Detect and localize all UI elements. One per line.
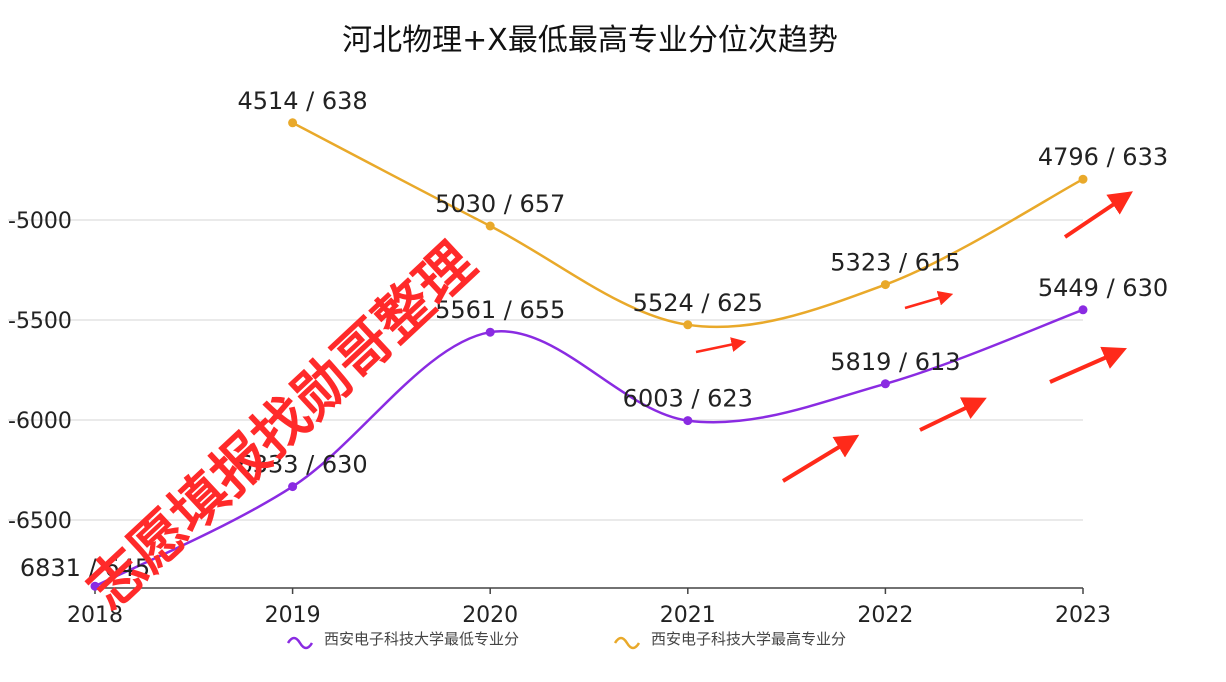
data-label: 4514 / 638 [237, 87, 367, 115]
data-point [1078, 305, 1088, 315]
data-label: 5449 / 630 [1038, 274, 1168, 302]
y-tick-label: -6500 [8, 509, 72, 534]
x-tick-label: 2018 [67, 603, 123, 628]
data-point [288, 482, 298, 492]
watermark-text: 志愿填报找勋哥整理 [75, 230, 489, 622]
data-label: 5323 / 615 [830, 249, 960, 277]
data-point [880, 379, 890, 389]
legend-label: 西安电子科技大学最低专业分 [324, 630, 519, 648]
data-label: 5561 / 655 [435, 296, 565, 324]
data-point [288, 118, 298, 128]
legend-swatch [613, 636, 641, 650]
trend-arrow [781, 434, 860, 483]
data-label: 4796 / 633 [1038, 143, 1168, 171]
x-tick-label: 2020 [462, 603, 518, 628]
series-lines [90, 118, 1088, 591]
trend-arrow [919, 397, 987, 432]
data-point [1078, 174, 1088, 184]
x-axis-ticks: 2018 2019 2020 2021 2022 2023 [67, 587, 1111, 628]
data-point [485, 221, 495, 231]
data-point [880, 280, 890, 290]
y-tick-label: -6000 [8, 409, 72, 434]
x-tick-label: 2023 [1055, 603, 1111, 628]
legend-label: 西安电子科技大学最高专业分 [651, 630, 846, 648]
legend[interactable]: 西安电子科技大学最低专业分 西安电子科技大学最高专业分 [286, 630, 846, 650]
data-label: 6003 / 623 [623, 385, 753, 413]
x-tick-label: 2021 [660, 603, 716, 628]
y-tick-label: -5500 [8, 309, 72, 334]
data-point [485, 327, 495, 337]
x-tick-label: 2022 [857, 603, 913, 628]
data-point [683, 416, 693, 426]
y-tick-label: -5000 [8, 209, 72, 234]
legend-item-0[interactable]: 西安电子科技大学最低专业分 [286, 630, 519, 650]
data-label: 5524 / 625 [633, 289, 763, 317]
data-label: 6333 / 630 [237, 451, 367, 479]
trend-arrow [1049, 346, 1127, 384]
data-label: 5819 / 613 [830, 348, 960, 376]
grid-lines [8, 219, 1083, 521]
data-label: 6831 / 645 [20, 554, 150, 582]
chart-title: 河北物理+X最低最高专业分位次趋势 [342, 23, 838, 58]
data-point [90, 581, 100, 591]
trend-arrow [904, 290, 954, 310]
trend-arrow [1063, 191, 1133, 239]
data-point [683, 320, 693, 330]
watermark: 志愿填报找勋哥整理 [75, 230, 489, 622]
series-line-0 [94, 308, 1084, 588]
trend-arrows [695, 191, 1133, 483]
data-labels: 6831 / 645 6333 / 630 5561 / 655 6003 / 623… [20, 87, 1168, 582]
y-axis-ticks: -5000 -5500 -6000 -6500 [8, 209, 72, 534]
trend-arrow [695, 337, 747, 354]
legend-swatch [286, 636, 314, 650]
legend-item-1[interactable]: 西安电子科技大学最高专业分 [613, 630, 846, 650]
data-label: 5030 / 657 [435, 190, 565, 218]
x-tick-label: 2019 [265, 603, 321, 628]
